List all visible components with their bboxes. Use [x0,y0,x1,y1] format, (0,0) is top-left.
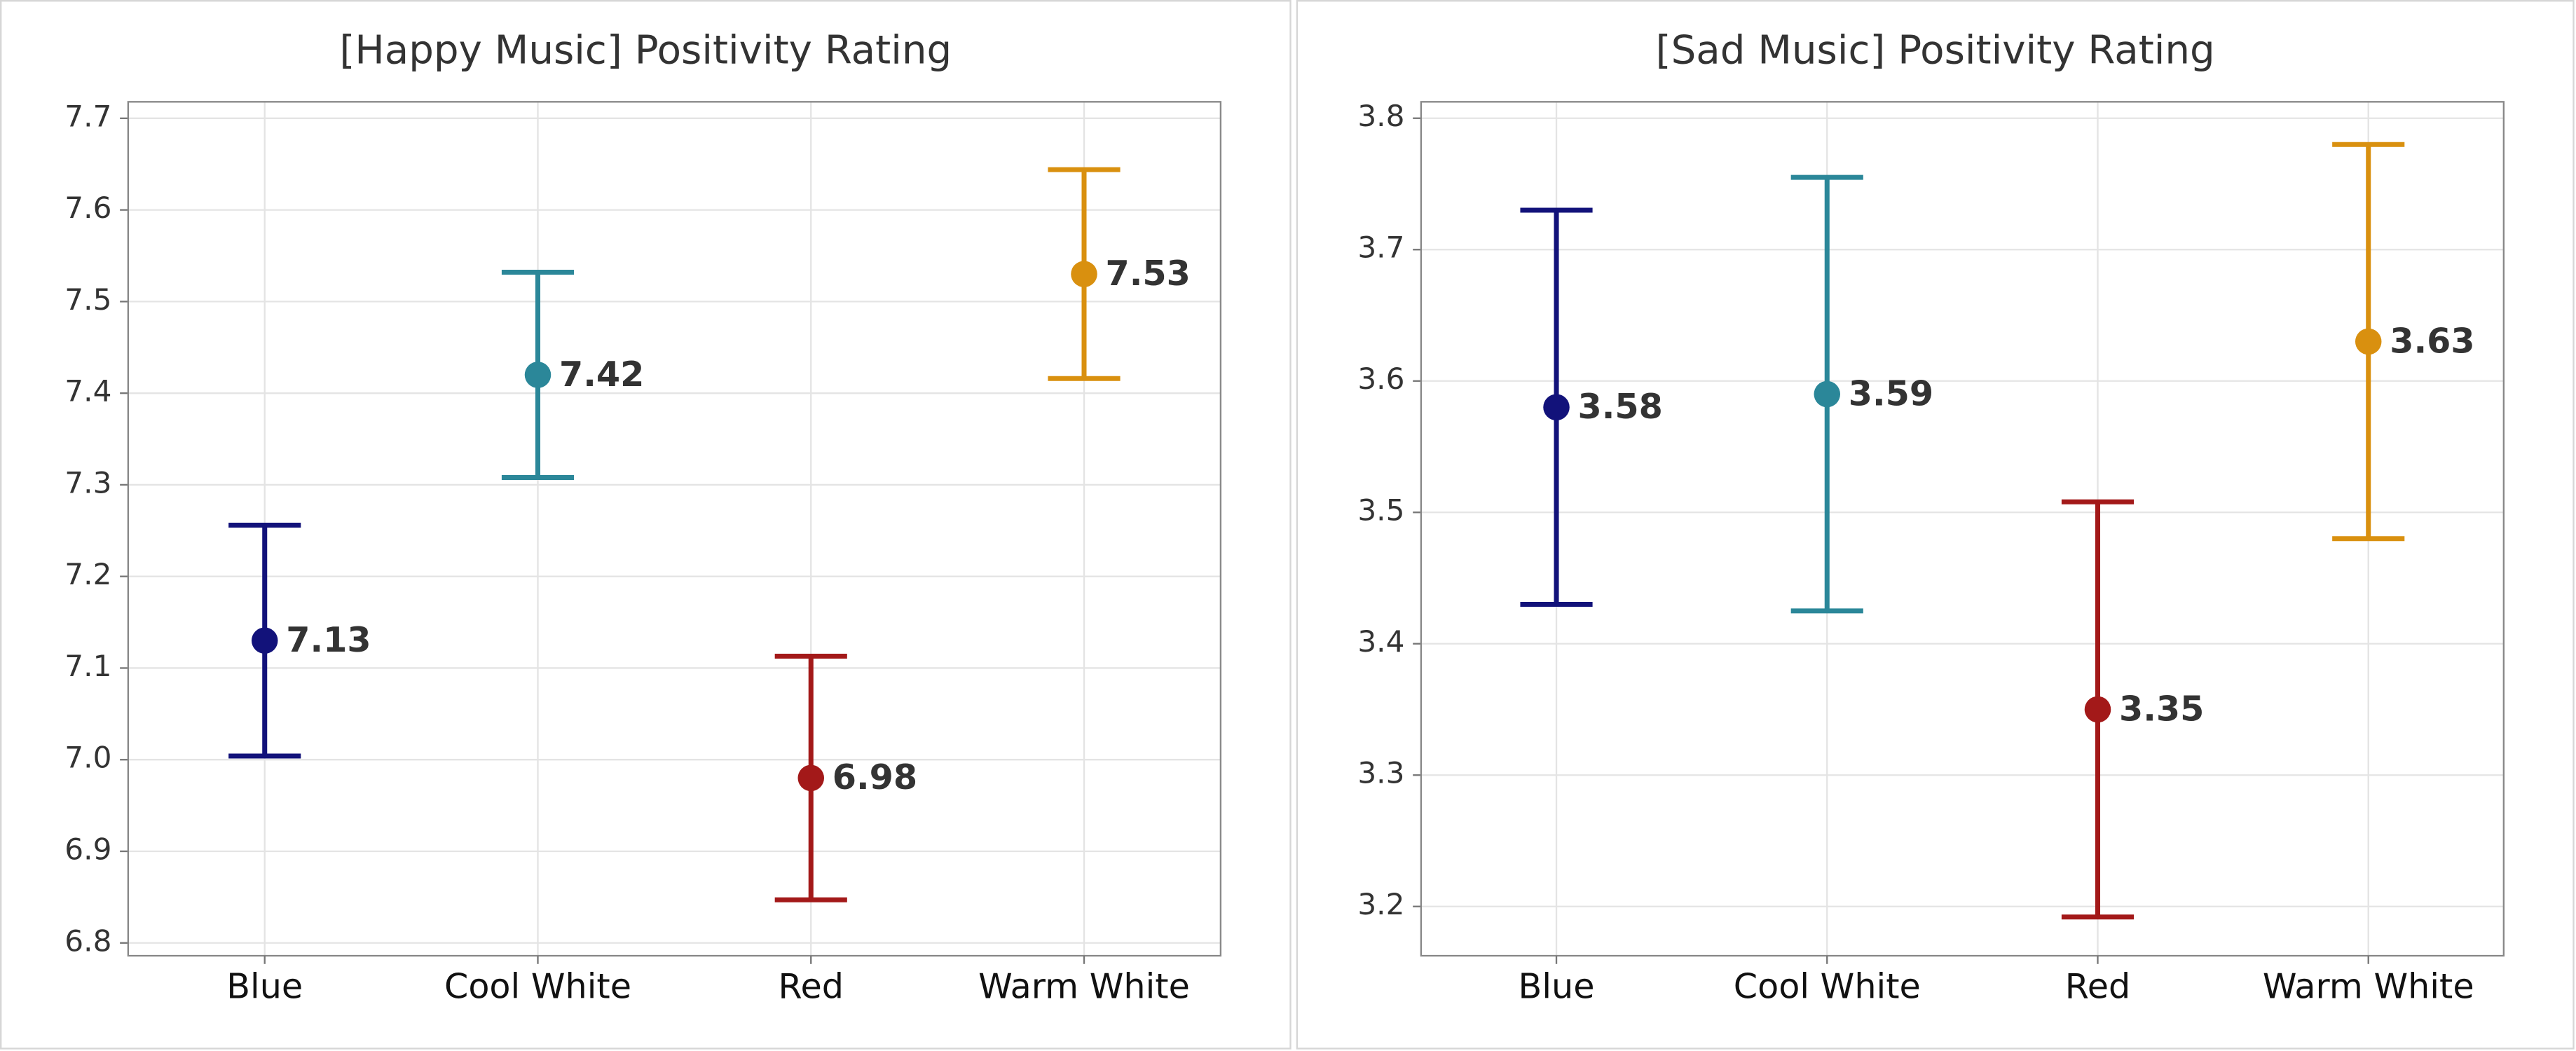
y-tick-label: 3.8 [1357,99,1404,133]
value-label: 7.13 [286,619,371,660]
value-label: 6.98 [833,757,917,797]
chart-title: [Happy Music] Positivity Rating [339,28,952,74]
plot-area [128,102,1221,956]
y-tick-label: 3.6 [1357,362,1404,396]
point [1543,394,1570,420]
point [1814,380,1841,408]
value-label: 3.58 [1577,386,1662,427]
x-tick-label: Blue [1519,966,1595,1006]
y-tick-label: 7.4 [64,374,111,408]
x-tick-label: Warm White [2263,966,2474,1006]
chart-title: [Sad Music] Positivity Rating [1656,28,2215,74]
y-tick-label: 3.2 [1357,887,1404,921]
x-tick-label: Red [2065,966,2131,1006]
plot-area [1420,102,2504,956]
point [1071,261,1097,287]
point [2355,328,2382,355]
y-tick-label: 3.4 [1357,624,1404,659]
x-tick-label: Blue [226,966,303,1006]
value-label: 3.59 [1849,373,1933,413]
x-tick-label: Red [778,966,844,1006]
x-tick-label: Cool White [1734,966,1921,1006]
y-tick-label: 7.2 [64,557,111,591]
point [797,764,825,792]
y-tick-label: 3.5 [1357,493,1404,528]
point [524,362,551,388]
point [2084,696,2111,723]
value-label: 7.53 [1105,253,1190,294]
value-label: 7.42 [559,354,644,394]
y-tick-label: 7.7 [64,99,111,133]
y-tick-label: 7.5 [64,282,111,317]
plot-frame [127,101,1222,957]
y-tick-label: 7.3 [64,465,111,500]
value-label: 3.63 [2390,320,2474,361]
y-tick-label: 6.9 [64,832,111,866]
y-tick-label: 7.1 [64,649,111,683]
y-tick-label: 3.3 [1357,756,1404,790]
y-tick-label: 7.6 [64,191,111,225]
plot-frame [1420,101,2505,957]
y-tick-label: 3.7 [1357,231,1404,265]
value-label: 3.35 [2119,688,2204,729]
x-tick-label: Warm White [978,966,1190,1006]
y-tick-label: 7.0 [64,741,111,775]
y-tick-label: 6.8 [64,923,111,958]
x-tick-label: Cool White [444,966,631,1006]
point [251,627,278,654]
